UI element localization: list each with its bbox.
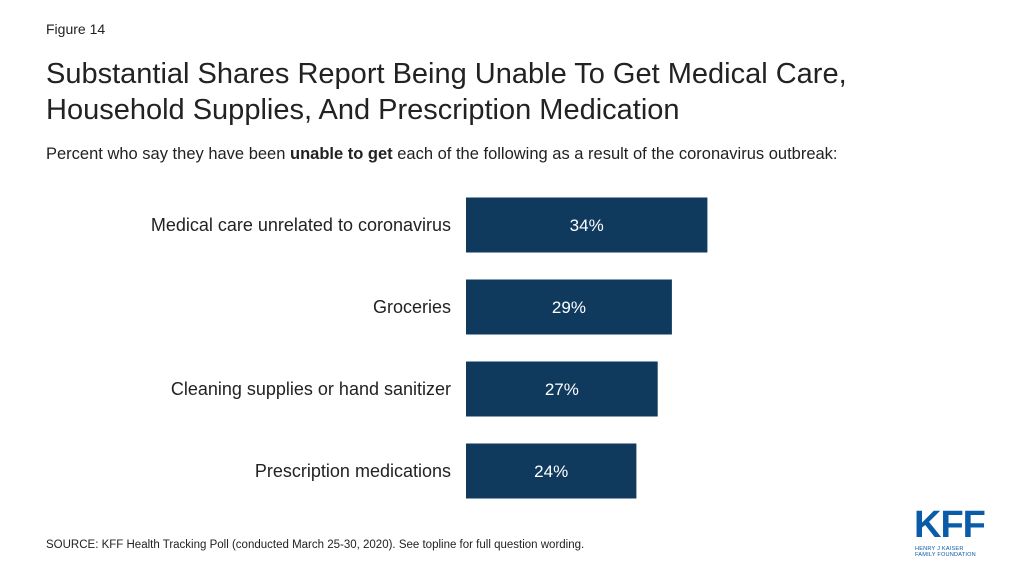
bar <box>466 443 637 499</box>
bar-value-label: 29% <box>552 298 586 317</box>
kff-logo-wordmark: KFF <box>914 504 986 546</box>
chart-title: Substantial Shares Report Being Unable T… <box>46 56 996 128</box>
bar <box>466 197 708 253</box>
bar <box>466 361 658 417</box>
subtitle-emphasis: unable to get <box>290 145 393 163</box>
chart-title-line-2: Household Supplies, And Prescription Med… <box>46 94 680 126</box>
kff-logo-line-2: FAMILY FOUNDATION <box>915 552 976 559</box>
figure-label: Figure 14 <box>46 21 106 37</box>
category-label: Medical care unrelated to coronavirus <box>151 215 451 235</box>
chart-title-line-1: Substantial Shares Report Being Unable T… <box>46 58 847 90</box>
subtitle-text-end: each of the following as a result of the… <box>392 145 838 163</box>
source-note: SOURCE: KFF Health Tracking Poll (conduc… <box>46 539 585 551</box>
subtitle-text-start: Percent who say they have been <box>46 145 290 163</box>
chart-subtitle: Percent who say they have been unable to… <box>46 145 1016 164</box>
kff-logo-subtitle: HENRY J KAISER FAMILY FOUNDATION <box>915 546 976 559</box>
kff-logo: KFF HENRY J KAISER FAMILY FOUNDATION <box>914 506 994 560</box>
bar <box>466 279 672 335</box>
category-label: Groceries <box>373 297 451 317</box>
category-label: Prescription medications <box>255 461 451 481</box>
bar-value-label: 34% <box>570 216 604 235</box>
category-label: Cleaning supplies or hand sanitizer <box>171 379 451 399</box>
bar-value-label: 27% <box>545 380 579 399</box>
kff-logo-line-1: HENRY J KAISER <box>915 546 964 552</box>
bar-value-label: 24% <box>534 462 568 481</box>
